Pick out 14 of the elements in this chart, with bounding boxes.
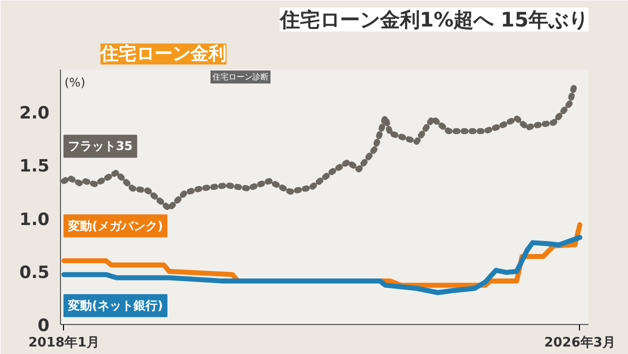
y-tick-label: 0.5: [19, 262, 50, 283]
x-tick-label: 2018年1月: [28, 336, 100, 350]
y-tick-label: 1.5: [19, 156, 50, 177]
annotation: 住宅ローン診断: [212, 72, 268, 82]
text: 変動(メガバンク): [66, 218, 163, 233]
y-tick-label: 2.0: [19, 104, 50, 124]
text: フラット35: [68, 139, 133, 154]
series-label: 変動(ネット銀行): [66, 298, 163, 313]
y-axis-title: (%): [64, 76, 86, 90]
x-tick-label: 2026年3月: [544, 336, 616, 350]
chart-title: 住宅ローン金利1%超へ 15年ぶり: [278, 8, 588, 32]
chart-subtitle: 住宅ローン金利: [100, 44, 226, 64]
y-tick-label: 0: [38, 316, 50, 336]
y-tick-label: 1.0: [19, 210, 50, 230]
